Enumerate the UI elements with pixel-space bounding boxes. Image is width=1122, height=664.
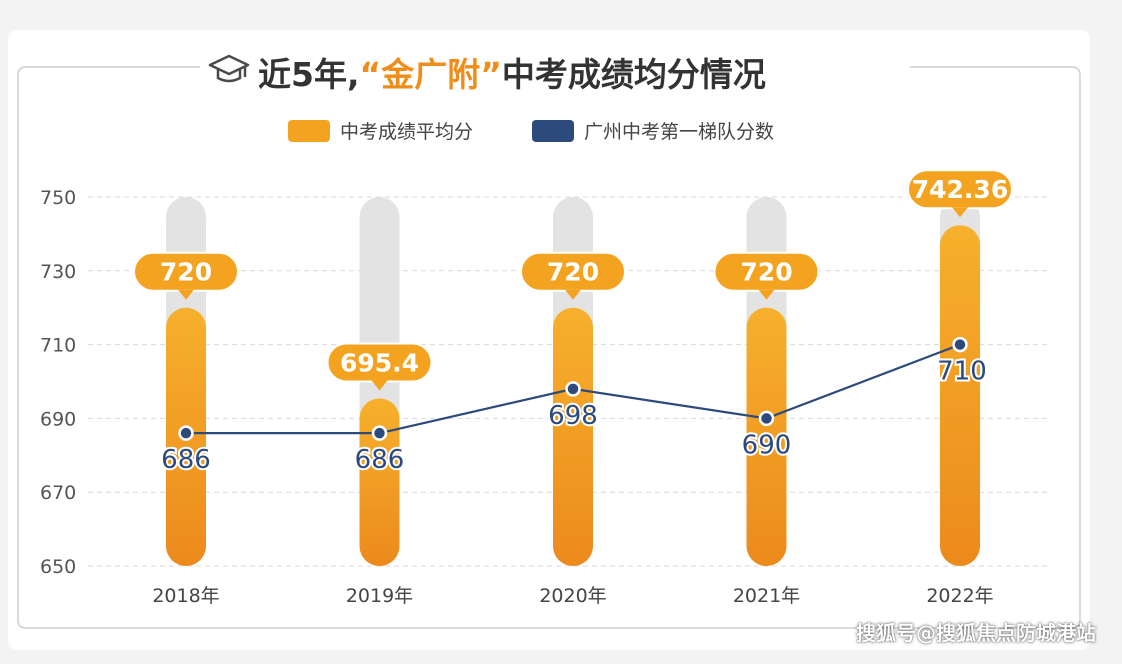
x-tick-label: 2022年	[926, 585, 993, 607]
chart-card	[8, 30, 1090, 650]
y-tick-label: 690	[40, 408, 76, 430]
bar-value-label: 742.36	[912, 175, 1008, 204]
bar	[553, 307, 593, 566]
x-tick-label: 2019年	[346, 585, 413, 607]
legend: 中考成绩平均分 广州中考第一梯队分数	[288, 120, 774, 143]
title-frame	[17, 66, 1081, 629]
line-value-label: 698	[548, 401, 598, 431]
bar	[359, 398, 400, 566]
bar-value-label: 720	[160, 258, 212, 287]
legend-swatch-bar	[288, 120, 330, 142]
bar	[746, 307, 787, 566]
chart-title-part-1: 近5年,	[258, 55, 360, 94]
line-point	[178, 425, 194, 441]
bar-value-label: 720	[740, 258, 792, 287]
y-tick-label: 710	[40, 335, 76, 357]
line-value-label: 686	[355, 445, 405, 475]
graduation-cap-icon	[208, 54, 250, 83]
x-tick-label: 2018年	[152, 585, 219, 607]
bar-labels: 720 695.4 720 720 742.36	[133, 169, 1013, 391]
line-series: 686 686 698 690 710	[159, 336, 989, 477]
line-point	[758, 410, 775, 427]
bar-value-label: 720	[547, 258, 599, 287]
bar-value-callout: 720	[520, 251, 626, 300]
legend-swatch-line	[532, 120, 574, 142]
bar-value-label: 695.4	[340, 348, 419, 377]
bar-value-callout: 742.36	[907, 169, 1013, 218]
chart-title: 近5年,“金广附”中考成绩均分情况	[258, 55, 766, 94]
y-tick-label: 750	[40, 187, 76, 209]
bar	[940, 225, 980, 567]
line-point	[952, 336, 968, 353]
legend-label-bar: 中考成绩平均分	[340, 121, 473, 143]
chart-title-part-3: 中考成绩均分情况	[502, 55, 766, 94]
y-tick-label: 650	[40, 556, 76, 578]
y-tick-label: 730	[40, 261, 76, 283]
chart-title-part-2: “金广附”	[360, 55, 502, 94]
x-tick-label: 2021年	[733, 585, 800, 607]
line-value-label: 710	[937, 357, 987, 387]
bar-value-callout: 720	[133, 251, 239, 300]
bar-value-callout: 720	[713, 251, 820, 300]
y-axis: 650 670 690 710 730 750	[40, 187, 76, 578]
x-axis: 2018年 2019年 2020年 2021年 2022年	[152, 585, 993, 607]
line-point	[565, 381, 581, 397]
line-value-label: 690	[742, 430, 792, 460]
bar-value-callout: 695.4	[326, 342, 433, 391]
legend-label-line: 广州中考第一梯队分数	[584, 121, 774, 143]
line-value-label: 686	[161, 445, 211, 475]
x-tick-label: 2020年	[539, 585, 606, 607]
line-point	[371, 425, 388, 441]
watermark: 搜狐号@搜狐焦点防城港站	[856, 621, 1096, 645]
y-tick-label: 670	[40, 482, 76, 504]
